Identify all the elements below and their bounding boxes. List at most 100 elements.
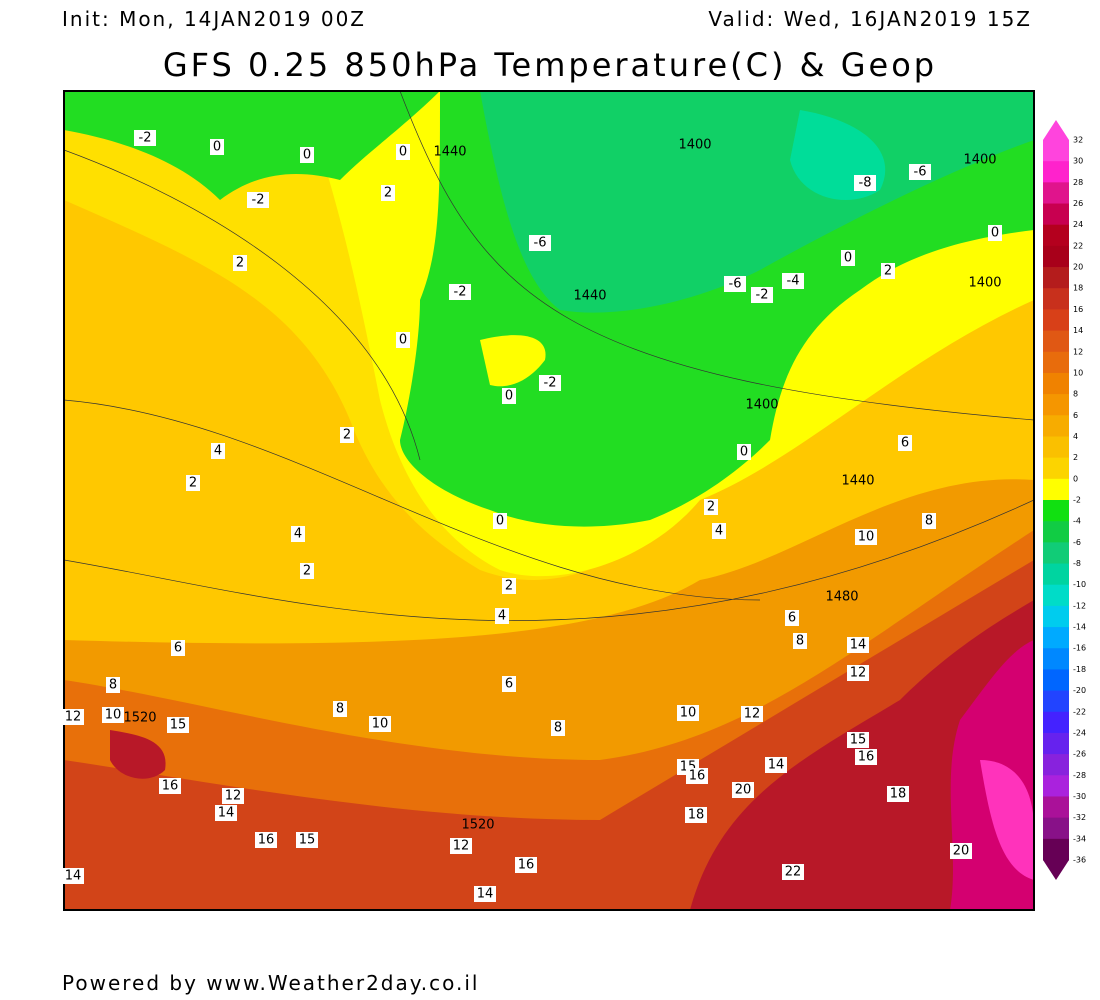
- colorbar-label: -4: [1073, 517, 1081, 526]
- contour-label: 1480: [825, 590, 858, 605]
- label-box: [493, 513, 507, 529]
- contour-label: -2: [139, 131, 152, 146]
- contour-label: 8: [796, 634, 804, 649]
- colorbar-swatch: [1043, 500, 1069, 522]
- map-field: [64, 91, 1034, 910]
- colorbar-label: -26: [1073, 750, 1086, 759]
- label-box: [134, 130, 156, 146]
- label-box: [167, 717, 189, 733]
- contour-label: 20: [953, 844, 970, 859]
- label-box: [841, 250, 855, 266]
- colorbar-swatch: [1043, 542, 1069, 565]
- label-box: [396, 332, 410, 348]
- contour-label: 15: [170, 718, 187, 733]
- label-box: [291, 526, 305, 542]
- colorbar-label: -30: [1073, 792, 1086, 801]
- contour-label: 12: [65, 710, 82, 725]
- contour-label: 1440: [433, 145, 466, 160]
- colorbar-label: -6: [1073, 538, 1081, 547]
- contour-label: 8: [554, 721, 562, 736]
- colorbar-label: -12: [1073, 601, 1086, 610]
- contour-label: -2: [756, 288, 769, 303]
- contour-label: 14: [477, 887, 494, 902]
- contour-label: 14: [218, 806, 235, 821]
- label-box: [685, 807, 707, 823]
- label-box: [847, 732, 869, 748]
- label-box: [724, 276, 746, 292]
- contour-label: 10: [372, 717, 389, 732]
- colorbar-swatch: [1043, 711, 1069, 734]
- contour-label: 15: [850, 733, 867, 748]
- contour-label: 18: [688, 808, 705, 823]
- colorbar-swatch: [1043, 288, 1069, 310]
- contour-label: 8: [336, 702, 344, 717]
- contour-label: 1400: [678, 138, 711, 153]
- contour-label: 1440: [573, 289, 606, 304]
- contour-label: 2: [343, 428, 351, 443]
- contour-label: 2: [707, 500, 715, 515]
- colorbar-label: 30: [1073, 157, 1083, 166]
- contour-label: 1400: [968, 276, 1001, 291]
- colorbar-label: 28: [1073, 178, 1083, 187]
- label-box: [515, 857, 537, 873]
- contour-label: 0: [303, 148, 311, 163]
- contour-label: 14: [850, 638, 867, 653]
- colorbar-swatch: [1043, 372, 1069, 395]
- label-box: [855, 749, 877, 765]
- colorbar-swatch: [1043, 521, 1069, 543]
- colorbar-swatch: [1043, 796, 1069, 819]
- label-box: [922, 513, 936, 529]
- colorbar-swatch: [1043, 351, 1069, 374]
- colorbar-cap: [1043, 860, 1069, 880]
- colorbar-swatch: [1043, 775, 1069, 797]
- colorbar-swatch: [1043, 669, 1069, 692]
- label-box: [847, 665, 869, 681]
- contour-label: 10: [105, 708, 122, 723]
- colorbar-swatch: [1043, 838, 1069, 861]
- init-time: Init: Mon, 14JAN2019 00Z: [62, 7, 366, 31]
- colorbar-swatch: [1043, 754, 1069, 776]
- contour-label: 4: [294, 527, 302, 542]
- colorbar-label: -18: [1073, 665, 1086, 674]
- colorbar-label: -22: [1073, 707, 1086, 716]
- contour-label: 6: [505, 677, 513, 692]
- colorbar-label: 22: [1073, 241, 1083, 250]
- footer-credit: Powered by www.Weather2day.co.il: [62, 971, 479, 995]
- label-box: [171, 640, 185, 656]
- contour-label: 6: [174, 641, 182, 656]
- contour-label: 2: [236, 256, 244, 271]
- label-box: [765, 757, 787, 773]
- contour-label: -2: [252, 193, 265, 208]
- contour-label: -6: [914, 165, 927, 180]
- colorbar-label: 24: [1073, 220, 1083, 229]
- label-box: [186, 475, 200, 491]
- colorbar-label: 18: [1073, 284, 1083, 293]
- contour-label: 6: [788, 611, 796, 626]
- contour-label: 18: [890, 787, 907, 802]
- contour-label: 14: [65, 869, 82, 884]
- label-box: [396, 144, 410, 160]
- label-box: [449, 284, 471, 300]
- label-box: [854, 175, 876, 191]
- label-box: [782, 864, 804, 880]
- label-box: [300, 147, 314, 163]
- colorbar-label: 12: [1073, 347, 1083, 356]
- colorbar-label: 4: [1073, 432, 1078, 441]
- label-box: [855, 529, 877, 545]
- contour-label: 4: [214, 444, 222, 459]
- label-box: [381, 185, 395, 201]
- colorbar-label: -16: [1073, 644, 1086, 653]
- label-box: [502, 676, 516, 692]
- colorbar-label: 32: [1073, 136, 1083, 145]
- contour-label: 15: [299, 833, 316, 848]
- contour-label: 0: [399, 333, 407, 348]
- contour-label: -6: [729, 277, 742, 292]
- label-box: [340, 427, 354, 443]
- colorbar-swatch: [1043, 415, 1069, 437]
- colorbar-swatch: [1043, 817, 1069, 840]
- contour-label: 1440: [841, 474, 874, 489]
- label-box: [539, 375, 561, 391]
- label-box: [793, 633, 807, 649]
